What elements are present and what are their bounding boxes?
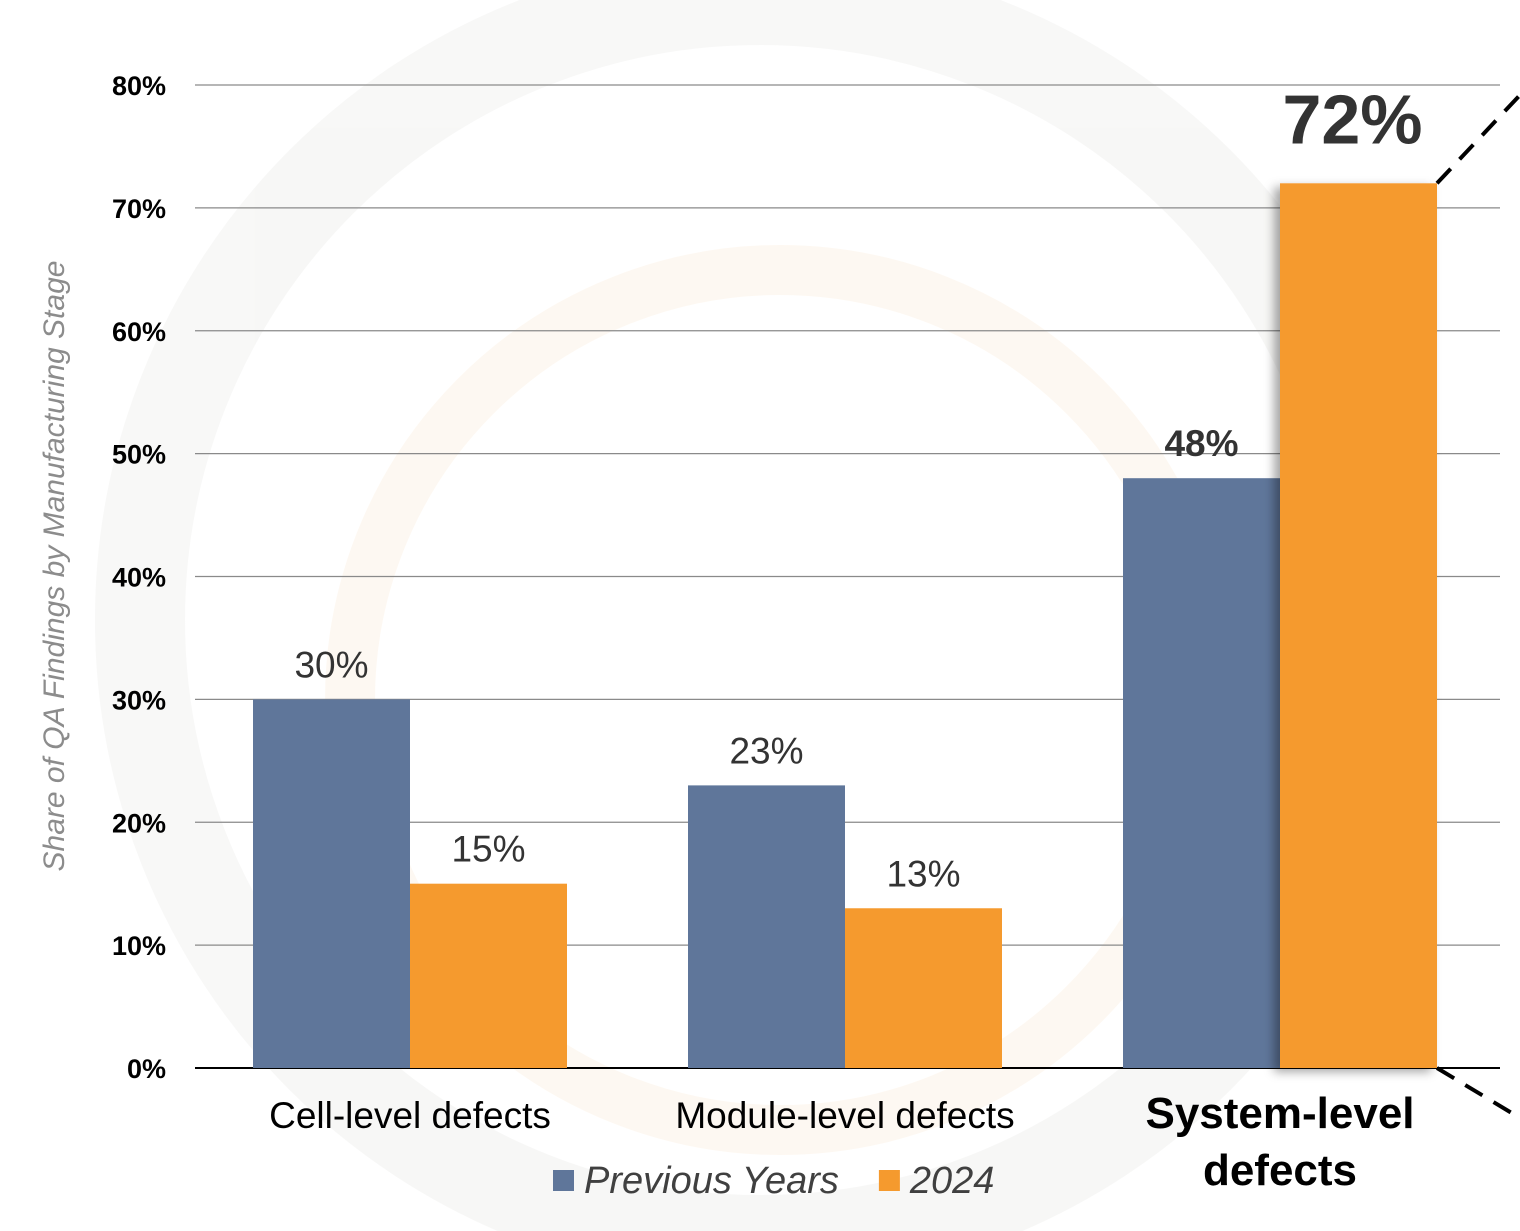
zoom-line-bottom [1435, 1066, 1520, 1120]
y-tick-label: 50% [112, 440, 166, 470]
y-tick-label: 70% [112, 194, 166, 224]
category-label: System-level [1145, 1089, 1414, 1138]
category-label: Module-level defects [675, 1095, 1014, 1136]
zoom-line-top [1435, 93, 1520, 185]
legend-label: 2024 [909, 1160, 995, 1202]
bar-2024 [1280, 183, 1437, 1069]
data-label: 15% [451, 829, 525, 870]
bar-previous-years [253, 699, 410, 1068]
y-tick-label: 10% [112, 931, 166, 961]
legend-label: Previous Years [584, 1160, 839, 1202]
bar-2024 [845, 908, 1002, 1068]
legend-swatch [878, 1170, 900, 1191]
y-tick-label: 60% [112, 317, 166, 347]
category-label: Cell-level defects [269, 1095, 551, 1136]
data-label: 72% [1282, 80, 1422, 158]
bar-2024 [410, 883, 567, 1068]
category-label: defects [1203, 1146, 1357, 1195]
category-labels: Cell-level defects Module-level defects Sy… [269, 1089, 1414, 1195]
y-tick-label: 40% [112, 563, 166, 593]
data-label: 48% [1164, 423, 1238, 464]
y-tick-label: 80% [112, 71, 166, 101]
data-label: 13% [886, 853, 960, 894]
y-axis-title: Share of QA Findings by Manufacturing St… [38, 261, 71, 872]
y-tick-label: 20% [112, 808, 166, 838]
y-tick-label: 0% [127, 1054, 166, 1084]
data-labels: 30% 15% 23% 13% 48% 72% [294, 80, 1422, 894]
legend-swatch [553, 1170, 574, 1191]
legend: Previous Years 2024 [553, 1160, 994, 1202]
data-label: 30% [294, 644, 368, 685]
y-axis-tick-labels: 0% 10% 20% 30% 40% 50% 60% 70% 80% [112, 71, 166, 1084]
zoom-indicator-lines [1435, 93, 1520, 1120]
bar-previous-years [688, 785, 845, 1068]
data-label: 23% [729, 730, 803, 771]
y-tick-label: 30% [112, 685, 166, 715]
bars [253, 183, 1437, 1069]
bar-previous-years [1123, 478, 1280, 1068]
